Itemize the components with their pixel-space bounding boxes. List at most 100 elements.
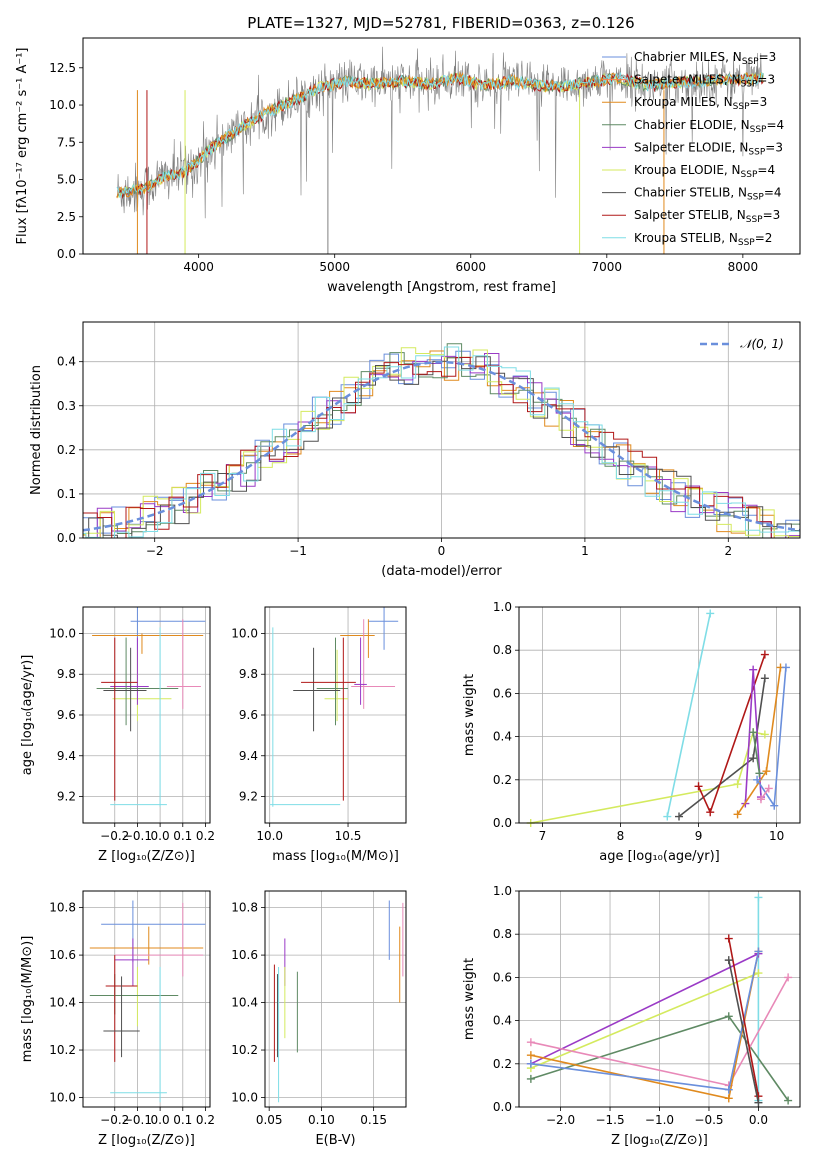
y-tick-label: 10.0 <box>231 626 258 640</box>
x-axis-label: Z [log₁₀(Z/Z⊙)] <box>98 849 195 864</box>
mass-weight-point <box>784 973 793 982</box>
y-axis-label: Normed distribution <box>29 365 44 495</box>
mass-weight-point <box>706 808 715 817</box>
x-tick-label: 4000 <box>183 260 214 274</box>
histogram-step <box>83 357 800 538</box>
x-tick-label: 2 <box>724 544 732 558</box>
x-tick-label: 0.15 <box>360 1113 387 1127</box>
y-tick-label: 9.4 <box>239 749 258 763</box>
legend-entry: Salpeter STELIB, NSSP=3 <box>634 208 780 225</box>
legend-value: =4 <box>757 163 775 177</box>
y-axis-label: Flux [fλ10⁻¹⁷ erg cm⁻² s⁻¹ A⁻¹] <box>15 48 30 245</box>
panel-age-vs-mass: 10.0 10.5 9.2 9.4 9.6 9.8 10.0 mass [log₁₀(M/M⊙… <box>231 606 407 864</box>
legend-value: =3 <box>759 50 777 64</box>
figure-title: PLATE=1327, MJD=52781, FIBERID=0363, z=0… <box>247 14 634 32</box>
x-tick-label: 0.0 <box>151 829 170 843</box>
y-axis-label: mass [log₁₀(M/M⊙)] <box>20 936 35 1063</box>
x-tick-label: 0.0 <box>749 1113 768 1127</box>
x-tick-label: −1.5 <box>595 1113 624 1127</box>
y-tick-label: 0.6 <box>493 686 512 700</box>
legend: Chabrier MILES, NSSP=3 Salpeter MILES, NS… <box>602 50 784 248</box>
mass-weight-point <box>781 663 790 672</box>
y-tick-label: 10.6 <box>49 948 76 962</box>
mass-weight-point <box>754 893 763 902</box>
x-axis-label: age [log₁₀(age/yr)] <box>599 849 720 864</box>
legend-value: =3 <box>763 208 781 222</box>
mass-weight-point <box>733 810 742 819</box>
axes-frame <box>82 606 211 824</box>
mass-weight-point <box>526 1074 535 1083</box>
legend-value: =2 <box>755 231 773 245</box>
panel-mass-vs-Z: −0.2−0.10.0 0.1 0.2 10.0 10.2 10.4 10.6 10.8 Z [… <box>20 890 215 1148</box>
legend-subscript: SSP <box>741 80 758 90</box>
mass-weight-point <box>694 782 703 791</box>
legend-value: =4 <box>766 118 784 132</box>
axes-frame <box>82 37 801 255</box>
x-tick-label: −0.1 <box>123 1113 152 1127</box>
y-tick-label: 7.5 <box>57 135 76 149</box>
y-tick-label: 0.0 <box>493 1100 512 1114</box>
legend-subscript: SSP <box>747 193 764 203</box>
y-tick-label: 0.3 <box>57 399 76 413</box>
mass-weight-point <box>724 1085 733 1094</box>
y-tick-label: 9.4 <box>57 749 76 763</box>
histogram-step <box>83 346 800 538</box>
model-spectrum-line <box>116 71 764 198</box>
y-tick-label: 10.8 <box>49 901 76 915</box>
mass-weight-line <box>752 732 761 774</box>
mass-weight-point <box>764 784 773 793</box>
x-tick-label: 9 <box>695 829 703 843</box>
y-tick-label: 12.5 <box>49 61 76 75</box>
legend-subscript: SSP <box>733 102 750 112</box>
mass-weight-point <box>760 674 769 683</box>
mass-weight-point <box>733 780 742 789</box>
y-tick-label: 10.8 <box>231 901 258 915</box>
mass-weight-point <box>754 969 763 978</box>
mass-weight-point <box>749 665 758 674</box>
x-axis-label: (data-model)/error <box>381 564 502 579</box>
mass-weight-point <box>724 956 733 965</box>
panel-massweight-vs-Z: −2.0 −1.5 −1.0 −0.5 0.0 0.0 0.2 0.4 0.6 0.8 1.0 Z [… <box>462 884 801 1148</box>
mass-weight-line <box>530 952 759 1065</box>
mass-weight-point <box>526 1059 535 1068</box>
y-axis-label: mass weight <box>462 958 477 1040</box>
legend-subscript: SSP <box>738 238 755 248</box>
x-tick-label: −2.0 <box>546 1113 575 1127</box>
y-tick-label: 10.4 <box>231 996 258 1010</box>
panel-spectrum: 4000 5000 6000 7000 8000 0.0 2.5 5.0 7.5 10.0 12.5… <box>15 37 801 295</box>
y-tick-label: 0.0 <box>57 247 76 261</box>
mass-weight-point <box>770 801 779 810</box>
mass-weight-point <box>675 812 684 821</box>
mass-weight-point <box>663 812 672 821</box>
x-tick-label: −2 <box>146 544 164 558</box>
y-tick-label: 0.8 <box>493 643 512 657</box>
y-tick-label: 5.0 <box>57 173 76 187</box>
x-tick-label: −1.0 <box>645 1113 674 1127</box>
y-tick-label: 1.0 <box>493 884 512 898</box>
y-tick-label: 10.4 <box>49 996 76 1010</box>
x-tick-label: 10.5 <box>335 829 362 843</box>
mass-weight-point <box>754 947 763 956</box>
legend-entry: Chabrier STELIB, NSSP=4 <box>634 186 782 203</box>
y-tick-label: 0.2 <box>493 1057 512 1071</box>
x-tick-label: 7000 <box>592 260 623 274</box>
x-tick-label: 0.10 <box>308 1113 335 1127</box>
y-axis-label: age [log₁₀(age/yr)] <box>20 655 35 776</box>
y-tick-label: 0.4 <box>57 355 76 369</box>
legend-entry: Salpeter MILES, NSSP=3 <box>634 73 775 90</box>
y-tick-label: 9.2 <box>239 790 258 804</box>
legend-value: =4 <box>764 186 782 200</box>
mass-weight-line <box>760 787 770 800</box>
legend-entry: 𝒩(0, 1) <box>740 337 784 351</box>
y-tick-label: 0.4 <box>493 730 512 744</box>
mass-weight-line <box>728 959 760 1103</box>
legend-entry: Salpeter ELODIE, NSSP=3 <box>634 140 783 157</box>
mass-weight-point <box>749 728 758 737</box>
x-tick-label: 8 <box>617 829 625 843</box>
mass-weight-point <box>755 769 764 778</box>
legend-subscript: SSP <box>746 215 763 225</box>
mass-weight-point <box>724 934 733 943</box>
y-tick-label: 10.0 <box>49 1091 76 1105</box>
legend-subscript: SSP <box>748 147 765 157</box>
x-tick-label: 5000 <box>319 260 350 274</box>
